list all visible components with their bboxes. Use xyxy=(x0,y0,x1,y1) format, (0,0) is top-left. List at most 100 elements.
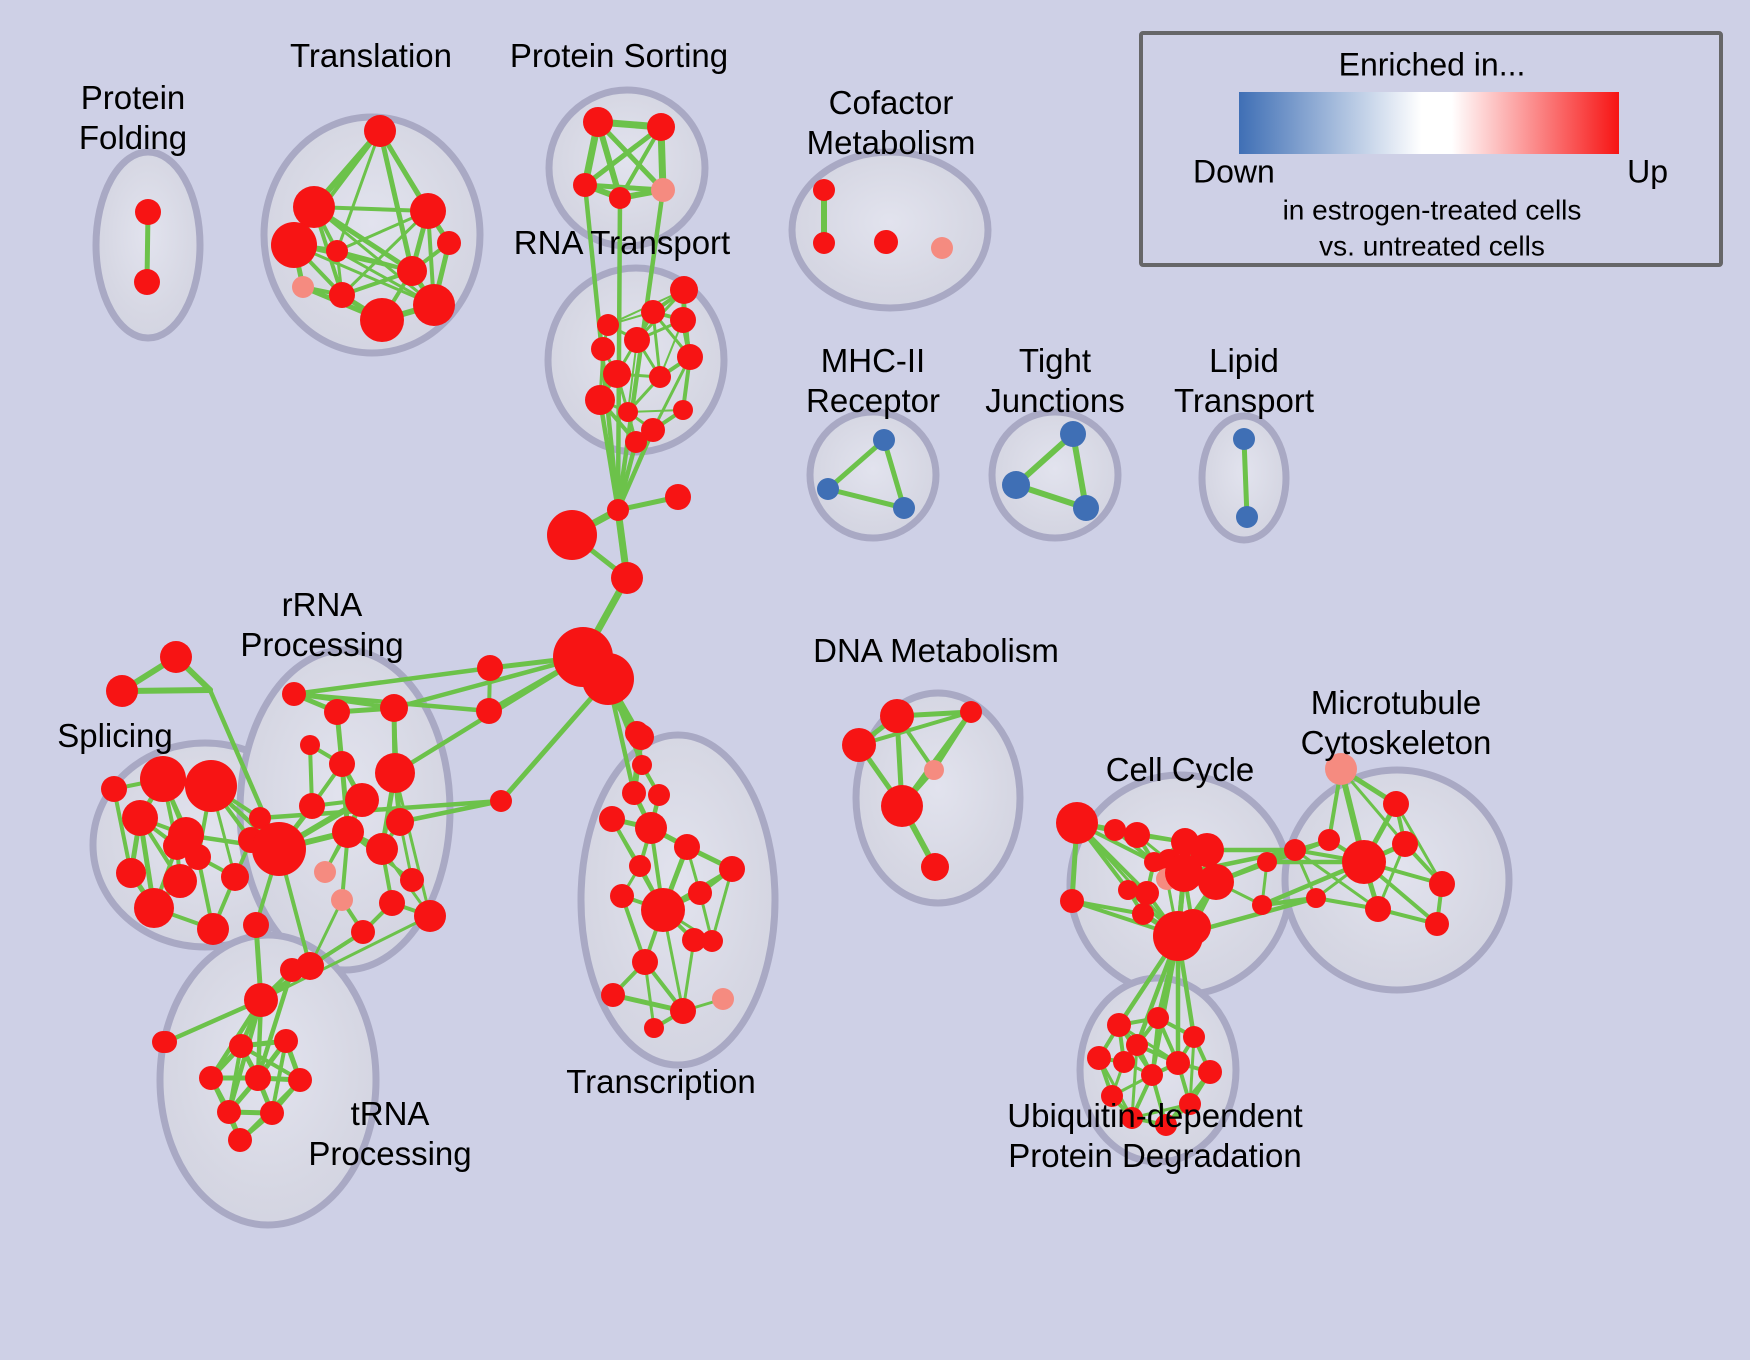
gene-set-node xyxy=(1425,912,1449,936)
gene-set-node xyxy=(243,912,269,938)
gene-set-node xyxy=(629,855,651,877)
gene-set-node xyxy=(1252,895,1272,915)
gene-set-node xyxy=(632,949,658,975)
gene-set-node xyxy=(813,232,835,254)
gene-set-node xyxy=(244,983,278,1017)
gene-set-node xyxy=(625,431,647,453)
gene-set-node xyxy=(649,366,671,388)
gene-set-node xyxy=(647,113,675,141)
gene-set-node xyxy=(874,230,898,254)
gene-set-node xyxy=(1124,822,1150,848)
gene-set-node xyxy=(817,478,839,500)
gene-set-node xyxy=(651,178,675,202)
cluster-hull-cofactor-metabolism xyxy=(788,148,992,312)
gene-set-node xyxy=(1233,428,1255,450)
gene-set-node xyxy=(648,784,670,806)
gene-set-node xyxy=(345,783,379,817)
gene-set-node xyxy=(585,385,615,415)
gene-set-node xyxy=(229,1034,253,1058)
gene-set-node xyxy=(380,694,408,722)
inter-cluster-edge xyxy=(257,798,504,821)
cluster-label-rrna-processing: rRNA Processing xyxy=(240,586,403,663)
gene-set-node xyxy=(1342,840,1386,884)
gene-set-node xyxy=(116,858,146,888)
gene-set-node xyxy=(881,785,923,827)
edge xyxy=(1130,1043,1139,1120)
edge xyxy=(377,128,415,274)
gene-set-node xyxy=(1101,1085,1123,1107)
gene-set-node xyxy=(324,699,350,725)
inter-cluster-edge xyxy=(597,397,621,513)
cluster-label-ubiquitin: Ubiquitin-dependent Protein Degradation xyxy=(1007,1097,1302,1174)
gene-set-node xyxy=(813,179,835,201)
edge xyxy=(1241,436,1250,520)
gene-set-node xyxy=(122,800,158,836)
gene-set-node xyxy=(217,1100,241,1124)
inter-cluster-edge xyxy=(255,967,295,1081)
gene-set-node xyxy=(477,655,503,681)
gene-set-node xyxy=(1365,896,1391,922)
gene-set-node xyxy=(414,900,446,932)
gene-set-node xyxy=(252,822,306,876)
gene-set-node xyxy=(134,888,174,928)
gene-set-node xyxy=(228,1128,252,1152)
gene-set-node xyxy=(299,793,325,819)
gene-set-node xyxy=(101,776,127,802)
gene-set-node xyxy=(1060,889,1084,913)
gene-set-node xyxy=(1284,839,1306,861)
cluster-label-trna-processing: tRNA Processing xyxy=(308,1095,471,1172)
gene-set-node xyxy=(160,641,192,673)
legend-caption-line2: vs. untreated cells xyxy=(1319,230,1545,261)
cluster-label-rna-transport: RNA Transport xyxy=(514,224,730,261)
gene-set-node xyxy=(1060,421,1086,447)
gene-set-node xyxy=(331,889,353,911)
gene-set-node xyxy=(599,806,625,832)
cluster-label-protein-sorting: Protein Sorting xyxy=(510,37,728,74)
gene-set-node xyxy=(314,861,336,883)
edge xyxy=(340,209,430,297)
gene-set-node xyxy=(573,173,597,197)
gene-set-node xyxy=(293,186,335,228)
gene-set-node xyxy=(437,231,461,255)
network-nodes xyxy=(101,107,1455,1152)
gene-set-node xyxy=(1107,1013,1131,1037)
edge xyxy=(825,437,887,492)
gene-set-node xyxy=(490,790,512,812)
edge xyxy=(270,1039,288,1115)
gene-set-node xyxy=(282,682,306,706)
legend-colorbar xyxy=(1239,92,1619,154)
gene-set-node xyxy=(274,1029,298,1053)
gene-set-node xyxy=(366,833,398,865)
gene-set-node xyxy=(1198,1060,1222,1084)
gene-set-node xyxy=(1392,831,1418,857)
gene-set-node xyxy=(609,187,631,209)
gene-set-node xyxy=(842,728,876,762)
gene-set-node xyxy=(607,499,629,521)
gene-set-node xyxy=(1306,888,1326,908)
gene-set-node xyxy=(873,429,895,451)
edge xyxy=(932,710,973,772)
gene-set-node xyxy=(135,199,161,225)
gene-set-node xyxy=(1118,880,1138,900)
gene-set-node xyxy=(618,402,638,422)
gene-set-node xyxy=(410,193,446,229)
legend-title: Enriched in... xyxy=(1339,46,1526,82)
gene-set-node xyxy=(582,653,634,705)
gene-set-node xyxy=(1175,909,1211,945)
gene-set-node xyxy=(591,337,615,361)
gene-set-node xyxy=(397,256,427,286)
gene-set-node xyxy=(712,988,734,1010)
gene-set-node xyxy=(140,756,186,802)
edge xyxy=(857,710,973,747)
gene-set-node xyxy=(924,760,944,780)
gene-set-node xyxy=(670,276,698,304)
gene-set-node xyxy=(1155,1114,1177,1136)
cluster-hull-microtubule xyxy=(1281,766,1513,994)
gene-set-node xyxy=(1183,1026,1205,1048)
gene-set-node xyxy=(326,240,348,262)
edge xyxy=(825,486,907,511)
gene-set-node xyxy=(880,699,914,733)
gene-set-node xyxy=(476,698,502,724)
gene-set-node xyxy=(665,484,691,510)
